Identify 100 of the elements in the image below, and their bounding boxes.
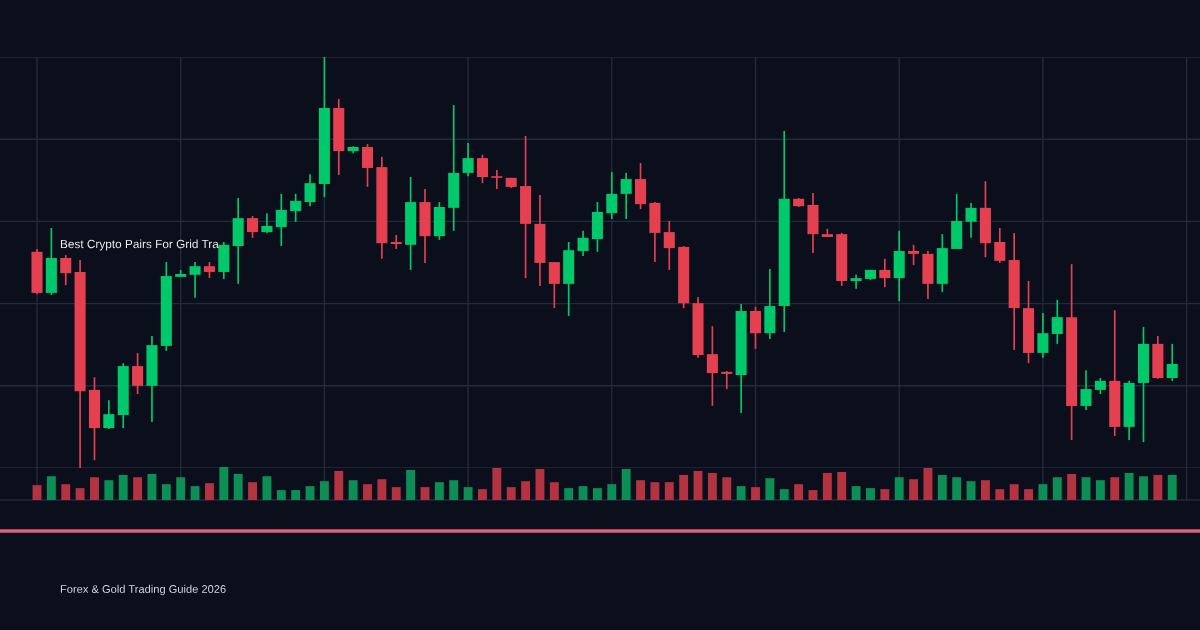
bar: [492, 467, 502, 500]
bar: [765, 478, 775, 500]
bar: [535, 468, 545, 500]
bar: [133, 477, 143, 500]
candlestick: [491, 169, 503, 190]
candlestick: [132, 352, 144, 395]
candlestick: [749, 306, 762, 350]
bar: [406, 469, 416, 500]
bar: [521, 481, 531, 500]
bar: [1038, 484, 1048, 500]
bar: [348, 480, 358, 500]
candlestick: [290, 193, 302, 223]
bar: [837, 471, 847, 500]
candlestick: [60, 254, 72, 286]
bar: [1110, 477, 1120, 500]
bar: [319, 481, 329, 500]
bar: [549, 482, 559, 500]
bar: [952, 477, 962, 500]
bar: [707, 472, 717, 500]
bar: [1067, 473, 1077, 500]
bar: [46, 476, 56, 500]
bar: [751, 487, 760, 500]
bar: [161, 484, 171, 500]
bar: [449, 480, 459, 500]
bar: [420, 487, 430, 500]
bar: [1081, 477, 1091, 500]
candlestick: [275, 193, 287, 247]
candlestick: [879, 257, 891, 288]
bar: [75, 488, 85, 500]
bar: [61, 484, 71, 500]
bar: [276, 490, 286, 500]
bar: [722, 477, 732, 500]
bar: [564, 488, 574, 500]
bar: [1009, 484, 1019, 500]
bar: [693, 470, 703, 500]
bar: [664, 482, 674, 500]
candlestick: [1037, 312, 1049, 359]
bar: [909, 479, 919, 500]
bar: [794, 484, 804, 500]
candlestick: [261, 212, 273, 234]
bar: [190, 486, 200, 500]
bar: [291, 490, 301, 500]
bar: [363, 484, 372, 500]
bar: [923, 467, 933, 500]
candlestick: [1166, 343, 1178, 382]
bar: [995, 489, 1005, 500]
bar: [248, 482, 257, 500]
candlestick: [247, 215, 259, 239]
bar: [32, 485, 42, 500]
bar: [118, 474, 128, 500]
bar: [880, 489, 890, 500]
bar: [219, 467, 229, 500]
bar: [1153, 474, 1163, 500]
candlestick: [1080, 369, 1092, 411]
bar: [866, 488, 875, 500]
candlestick: [476, 153, 488, 185]
bar: [937, 474, 947, 500]
bar: [636, 480, 645, 500]
candlestick: [994, 227, 1006, 264]
candlestick: [1051, 299, 1063, 345]
candlestick: [663, 220, 675, 271]
bar: [808, 490, 818, 500]
bar: [736, 486, 746, 500]
bar: [478, 489, 487, 500]
bar: [679, 474, 689, 500]
candlestick: [103, 399, 115, 430]
candlestick: [850, 273, 862, 290]
candlestick: [908, 243, 920, 266]
bar: [90, 477, 99, 500]
bar: [650, 482, 660, 500]
candlestick: [361, 143, 374, 188]
candlestick: [548, 261, 560, 309]
bar: [1052, 477, 1062, 500]
bar: [779, 489, 789, 500]
bar: [147, 473, 157, 500]
bar: [233, 473, 243, 500]
candlestick: [304, 173, 316, 208]
bar: [578, 486, 588, 500]
bar: [980, 480, 990, 500]
candlestick: [462, 142, 474, 178]
candlestick: [390, 234, 402, 250]
bar: [607, 484, 617, 500]
candlestick: [965, 202, 977, 239]
candlestick: [189, 261, 201, 299]
bar: [1139, 476, 1148, 500]
text: Best Crypto Pairs For Grid Tra: [60, 239, 219, 251]
bar: [966, 481, 976, 500]
bar: [1024, 489, 1033, 500]
bar: [262, 476, 272, 500]
candlestick: [577, 230, 589, 257]
bar: [1167, 474, 1177, 500]
bar: [1124, 472, 1134, 500]
bar: [391, 487, 401, 500]
candlestick: [706, 325, 718, 407]
bar: [894, 477, 904, 500]
bar: [176, 477, 186, 500]
bar: [204, 483, 214, 500]
bar: [434, 482, 444, 500]
bar: [377, 479, 387, 500]
bar: [305, 486, 315, 500]
